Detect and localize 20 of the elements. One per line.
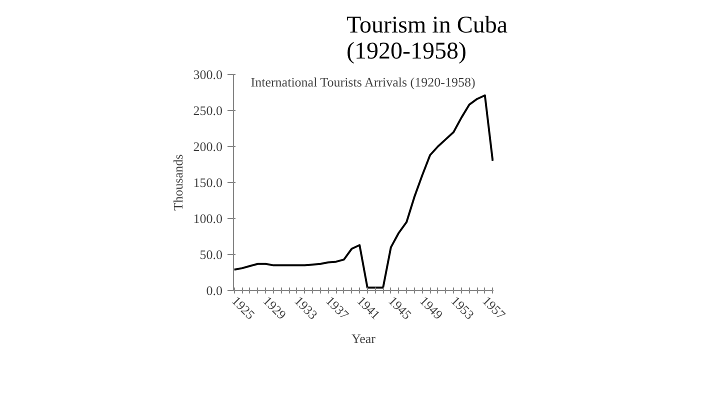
x-tick-label: 1925 <box>228 293 258 322</box>
y-axis-title: Thousands <box>170 154 186 211</box>
y-tick-label: 300.0 <box>193 67 222 82</box>
x-tick-label: 1949 <box>416 293 446 322</box>
x-axis-title: Year <box>352 331 376 346</box>
y-tick-label: 100.0 <box>193 211 222 226</box>
chart-subtitle: International Tourists Arrivals (1920-1958) <box>250 74 476 90</box>
chart-title: Tourism in Cuba (1920-1958) <box>346 12 508 64</box>
x-tick-label: 1941 <box>354 293 384 322</box>
x-tick-label: 1957 <box>480 293 509 323</box>
x-tick-label: 1933 <box>292 293 321 322</box>
y-tick-label: 150.0 <box>193 175 222 190</box>
y-tick-label: 250.0 <box>193 103 222 118</box>
x-tick-label: 1929 <box>260 293 290 322</box>
y-tick-label: 50.0 <box>200 247 222 262</box>
x-tick-label: 1937 <box>322 293 352 323</box>
x-tick-label: 1953 <box>448 293 478 322</box>
x-tick-label: 1945 <box>386 293 415 322</box>
y-tick-label: 200.0 <box>193 139 222 154</box>
y-tick-label: 0.0 <box>206 283 222 298</box>
